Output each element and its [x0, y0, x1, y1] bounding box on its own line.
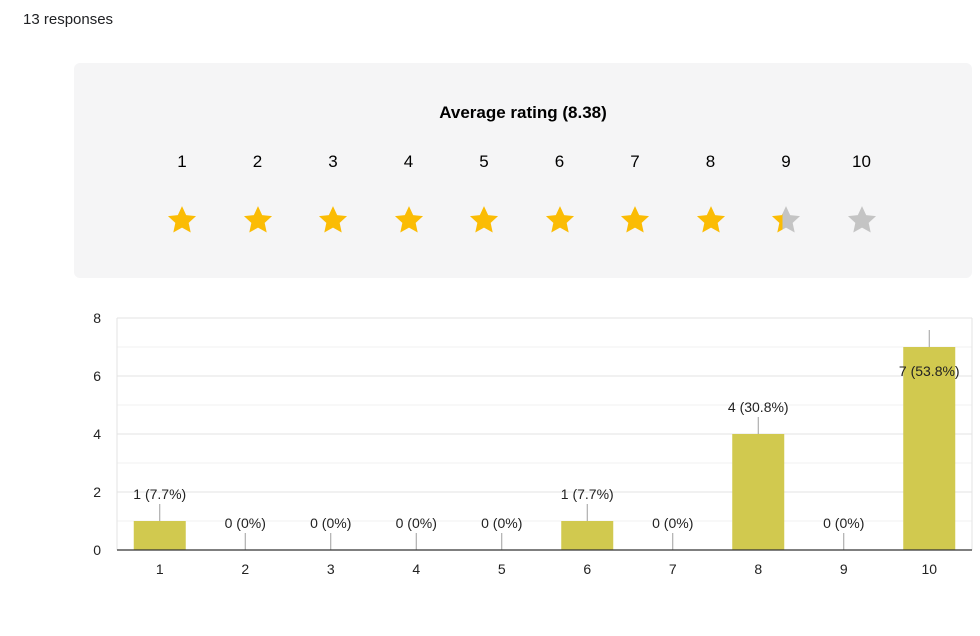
average-rating-title: Average rating (8.38) — [439, 103, 607, 122]
rating-number-9: 9 — [781, 152, 791, 171]
bar — [732, 434, 785, 550]
star-icon — [845, 203, 879, 237]
rating-number-2: 2 — [252, 152, 263, 171]
x-tick-label: 8 — [754, 561, 762, 577]
bar — [903, 347, 956, 550]
y-tick-label: 4 — [93, 426, 101, 442]
star-icon — [694, 203, 728, 237]
data-label: 1 (7.7%) — [561, 486, 614, 502]
x-tick-label: 2 — [241, 561, 249, 577]
average-rating-card: Average rating (8.38) 1 2 3 4 5 6 7 8 9 10 — [74, 63, 972, 278]
star-icon — [618, 203, 652, 237]
x-tick-label: 5 — [498, 561, 506, 577]
star-icon — [392, 203, 426, 237]
rating-number-5: 5 — [479, 152, 489, 171]
data-label: 0 (0%) — [310, 515, 351, 531]
x-tick-label: 9 — [840, 561, 848, 577]
x-tick-label: 10 — [921, 561, 937, 577]
x-tick-label: 4 — [412, 561, 420, 577]
responses-count: 13 responses — [23, 11, 114, 28]
rating-number-1: 1 — [177, 152, 187, 171]
data-label: 0 (0%) — [481, 515, 522, 531]
data-label: 0 (0%) — [652, 515, 693, 531]
y-tick-label: 8 — [93, 310, 101, 326]
y-tick-label: 0 — [93, 542, 101, 558]
y-tick-label: 2 — [93, 484, 101, 500]
data-label: 0 (0%) — [823, 515, 864, 531]
data-label: 0 (0%) — [396, 515, 437, 531]
rating-distribution-chart: 0 2 4 6 8 1 (7.7%) 1 0 (0%) 2 0 (0%) 3 0 (0%) 4 0 (0%… — [93, 310, 973, 577]
star-icon — [543, 203, 577, 237]
rating-number-10: 10 — [852, 152, 871, 171]
data-label: 1 (7.7%) — [133, 486, 186, 502]
star-icon — [165, 203, 199, 237]
x-tick-label: 7 — [669, 561, 677, 577]
star-icon — [769, 203, 803, 237]
star-icon — [467, 203, 501, 237]
data-label: 7 (53.8%) — [899, 363, 960, 379]
x-tick-label: 3 — [327, 561, 335, 577]
x-tick-label: 6 — [583, 561, 591, 577]
rating-number-3: 3 — [328, 152, 338, 171]
bar — [561, 521, 614, 550]
rating-number-7: 7 — [630, 152, 640, 171]
rating-number-8: 8 — [705, 152, 716, 171]
bar — [133, 521, 186, 550]
y-tick-label: 6 — [93, 368, 101, 384]
x-tick-label: 1 — [156, 561, 164, 577]
data-label: 0 (0%) — [225, 515, 266, 531]
rating-number-6: 6 — [554, 152, 565, 171]
star-icon — [316, 203, 350, 237]
rating-number-4: 4 — [403, 152, 414, 171]
star-icon — [241, 203, 275, 237]
data-label: 4 (30.8%) — [728, 399, 789, 415]
